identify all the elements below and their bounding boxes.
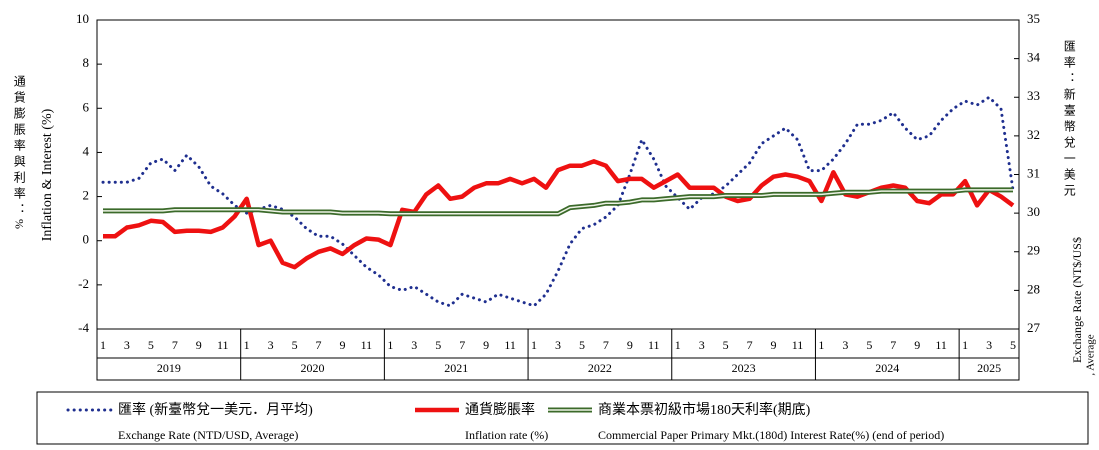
x-tick-label: 9 xyxy=(771,338,777,352)
legend-label: 通貨膨脹率 xyxy=(465,401,535,418)
y2-axis-label: Exchange Rate (NT$/US$ xyxy=(1070,237,1084,363)
x-tick-label: 11 xyxy=(935,338,947,352)
x-tick-label: 7 xyxy=(459,338,465,352)
x-tick-label: 5 xyxy=(292,338,298,352)
x-tick-label: 7 xyxy=(890,338,896,352)
x-tick-label: 5 xyxy=(579,338,585,352)
y2-tick-label: 30 xyxy=(1027,204,1040,219)
year-label: 2021 xyxy=(444,361,468,375)
y2-tick-label: 31 xyxy=(1027,165,1040,180)
x-tick-label: 11 xyxy=(792,338,804,352)
y-tick-label: -4 xyxy=(78,320,89,335)
y-tick-label: 0 xyxy=(83,232,90,247)
x-tick-label: 3 xyxy=(986,338,992,352)
plot-frame xyxy=(96,19,1020,330)
legend-label-en: Commercial Paper Primary Mkt.(180d) Inte… xyxy=(598,428,944,442)
x-tick-label: 9 xyxy=(914,338,920,352)
x-tick-label: 1 xyxy=(100,338,106,352)
x-tick-label: 5 xyxy=(435,338,441,352)
x-tick-label: 1 xyxy=(962,338,968,352)
legend-label-en: Exchange Rate (NTD/USD, Average) xyxy=(118,428,298,442)
x-tick-label: 3 xyxy=(842,338,848,352)
x-tick-label: 7 xyxy=(172,338,178,352)
x-tick-label: 5 xyxy=(1010,338,1016,352)
year-label: 2023 xyxy=(732,361,756,375)
year-label: 2020 xyxy=(301,361,325,375)
x-tick-label: 3 xyxy=(411,338,417,352)
legend-label-en: Inflation rate (%) xyxy=(465,428,548,442)
x-tick-label: 3 xyxy=(268,338,274,352)
y2-tick-label: 33 xyxy=(1027,88,1040,103)
x-tick-label: 1 xyxy=(387,338,393,352)
y2-axis-label-zh: 匯率：新臺幣兌一美元 xyxy=(1062,40,1076,200)
y-tick-label: 6 xyxy=(83,99,90,114)
x-axis-box xyxy=(96,328,1020,381)
x-tick-label: 1 xyxy=(818,338,824,352)
y-tick-label: 8 xyxy=(83,55,90,70)
x-tick-label: 5 xyxy=(866,338,872,352)
x-tick-label: 3 xyxy=(124,338,130,352)
legend-label: 匯率 (新臺幣兌一美元．月平均) xyxy=(118,401,313,418)
year-label: 2025 xyxy=(977,361,1001,375)
x-tick-label: 9 xyxy=(339,338,345,352)
y-axis-label-zh: 通貨膨脹率與利率：% xyxy=(12,75,26,233)
y2-tick-label: 35 xyxy=(1027,11,1040,26)
series-line-inner xyxy=(103,189,1013,215)
series-line xyxy=(103,159,1015,270)
series-line xyxy=(101,95,1015,308)
x-tick-label: 3 xyxy=(555,338,561,352)
year-label: 2019 xyxy=(157,361,181,375)
y2-tick-label: 34 xyxy=(1027,50,1041,65)
x-tick-label: 5 xyxy=(723,338,729,352)
x-tick-label: 1 xyxy=(675,338,681,352)
x-tick-label: 3 xyxy=(699,338,705,352)
x-tick-label: 1 xyxy=(244,338,250,352)
y-axis-label: Inflation & Interest (%) xyxy=(40,108,55,241)
y-tick-label: 2 xyxy=(83,188,90,203)
x-tick-label: 7 xyxy=(316,338,322,352)
x-tick-label: 11 xyxy=(217,338,229,352)
legend-box xyxy=(36,391,1089,445)
x-tick-label: 9 xyxy=(627,338,633,352)
x-tick-label: 11 xyxy=(504,338,516,352)
y2-tick-label: 29 xyxy=(1027,243,1040,258)
y2-tick-label: 32 xyxy=(1027,127,1040,142)
y-tick-label: -2 xyxy=(78,276,89,291)
x-tick-label: 9 xyxy=(196,338,202,352)
x-tick-label: 1 xyxy=(531,338,537,352)
legend-label: 商業本票初級市場180天利率(期底) xyxy=(598,401,811,418)
x-tick-label: 9 xyxy=(483,338,489,352)
year-label: 2024 xyxy=(875,361,899,375)
y2-tick-label: 28 xyxy=(1027,281,1040,296)
y-tick-label: 10 xyxy=(76,11,89,26)
y2-axis-label: , Average xyxy=(1085,334,1097,375)
x-tick-label: 7 xyxy=(603,338,609,352)
y2-tick-label: 27 xyxy=(1027,320,1041,335)
y-tick-label: 4 xyxy=(83,143,90,158)
x-tick-label: 7 xyxy=(747,338,753,352)
x-tick-label: 11 xyxy=(361,338,373,352)
x-tick-label: 5 xyxy=(148,338,154,352)
year-label: 2022 xyxy=(588,361,612,375)
x-tick-label: 11 xyxy=(648,338,660,352)
